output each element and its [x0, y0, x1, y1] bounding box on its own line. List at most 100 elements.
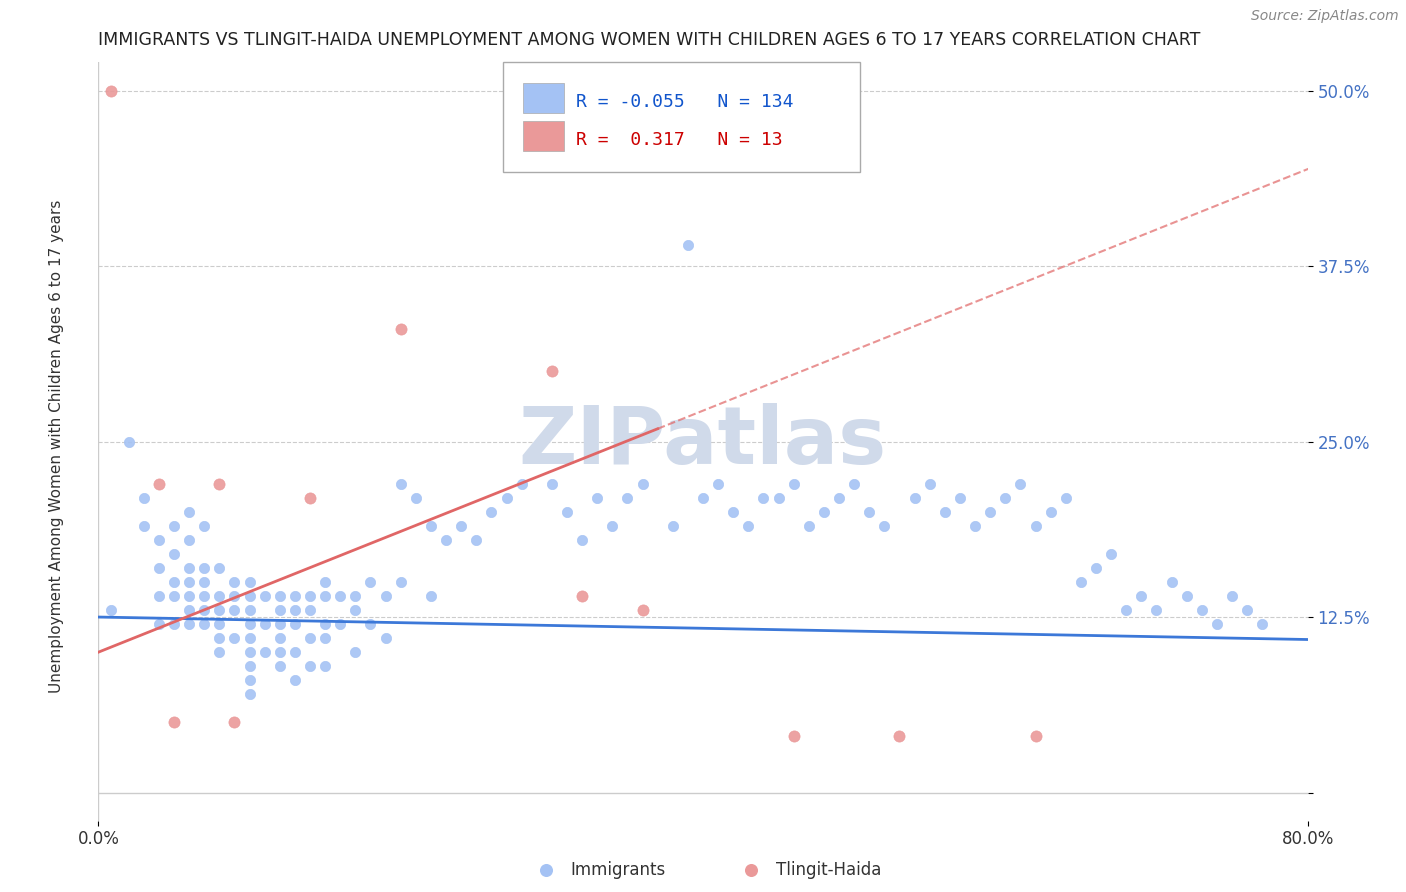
- Point: [163, 518, 186, 533]
- Point: [132, 518, 155, 533]
- Point: [692, 491, 714, 505]
- Point: [208, 561, 231, 575]
- Point: [752, 491, 775, 505]
- Point: [360, 617, 382, 632]
- Point: [481, 505, 503, 519]
- Point: [314, 589, 336, 603]
- Point: [148, 533, 170, 547]
- Point: [132, 491, 155, 505]
- Point: [224, 574, 246, 589]
- Point: [344, 589, 367, 603]
- Point: [253, 617, 276, 632]
- Point: [374, 589, 396, 603]
- Point: [768, 491, 790, 505]
- Point: [179, 603, 201, 617]
- Point: [707, 476, 730, 491]
- Point: [1251, 617, 1274, 632]
- Point: [1175, 589, 1198, 603]
- Point: [314, 659, 336, 673]
- Point: [239, 673, 262, 688]
- Point: [239, 645, 262, 659]
- Point: [224, 715, 246, 730]
- Point: [299, 603, 322, 617]
- Point: [828, 491, 851, 505]
- Point: [148, 589, 170, 603]
- Point: [224, 589, 246, 603]
- Point: [118, 434, 141, 449]
- Point: [179, 533, 201, 547]
- Point: [858, 505, 880, 519]
- Point: [965, 518, 987, 533]
- Point: [389, 322, 412, 336]
- Point: [284, 645, 307, 659]
- Point: [540, 364, 562, 378]
- Point: [208, 617, 231, 632]
- Point: [904, 491, 927, 505]
- Point: [1115, 603, 1137, 617]
- Text: R =  0.317   N = 13: R = 0.317 N = 13: [576, 131, 783, 149]
- Point: [360, 574, 382, 589]
- Point: [284, 673, 307, 688]
- Point: [783, 476, 806, 491]
- Point: [737, 518, 759, 533]
- Point: [269, 617, 291, 632]
- Point: [934, 505, 956, 519]
- Point: [193, 574, 215, 589]
- Text: R = -0.055   N = 134: R = -0.055 N = 134: [576, 93, 793, 111]
- Text: Unemployment Among Women with Children Ages 6 to 17 years: Unemployment Among Women with Children A…: [49, 199, 63, 693]
- Point: [344, 603, 367, 617]
- Point: [163, 617, 186, 632]
- Text: IMMIGRANTS VS TLINGIT-HAIDA UNEMPLOYMENT AMONG WOMEN WITH CHILDREN AGES 6 TO 17 : IMMIGRANTS VS TLINGIT-HAIDA UNEMPLOYMENT…: [98, 31, 1201, 49]
- Point: [723, 505, 745, 519]
- Point: [208, 603, 231, 617]
- Point: [1191, 603, 1213, 617]
- Point: [389, 476, 412, 491]
- Point: [163, 547, 186, 561]
- Point: [495, 491, 517, 505]
- Text: Tlingit-Haida: Tlingit-Haida: [776, 861, 882, 879]
- Point: [239, 659, 262, 673]
- Point: [1144, 603, 1167, 617]
- Point: [314, 617, 336, 632]
- Point: [193, 617, 215, 632]
- Point: [949, 491, 972, 505]
- Point: [602, 518, 624, 533]
- Point: [1054, 491, 1077, 505]
- Point: [783, 730, 806, 744]
- Point: [647, 877, 669, 891]
- Point: [193, 603, 215, 617]
- Point: [148, 617, 170, 632]
- FancyBboxPatch shape: [523, 83, 564, 113]
- Text: Immigrants: Immigrants: [569, 861, 665, 879]
- Point: [844, 476, 866, 491]
- Point: [1024, 518, 1046, 533]
- Point: [374, 631, 396, 645]
- Point: [979, 505, 1001, 519]
- Point: [239, 617, 262, 632]
- Point: [586, 491, 609, 505]
- Point: [239, 574, 262, 589]
- Point: [1039, 505, 1062, 519]
- Point: [208, 645, 231, 659]
- Point: [193, 561, 215, 575]
- Point: [269, 645, 291, 659]
- Point: [239, 687, 262, 701]
- Point: [873, 518, 896, 533]
- Point: [314, 574, 336, 589]
- Point: [239, 631, 262, 645]
- Point: [179, 617, 201, 632]
- Point: [420, 589, 443, 603]
- Point: [904, 877, 927, 891]
- Point: [1130, 589, 1153, 603]
- Point: [1236, 603, 1258, 617]
- Point: [163, 715, 186, 730]
- Point: [253, 645, 276, 659]
- Point: [797, 518, 820, 533]
- Point: [571, 533, 593, 547]
- Point: [1070, 574, 1092, 589]
- Point: [813, 505, 835, 519]
- Point: [269, 589, 291, 603]
- Point: [616, 491, 638, 505]
- Point: [299, 491, 322, 505]
- Point: [389, 574, 412, 589]
